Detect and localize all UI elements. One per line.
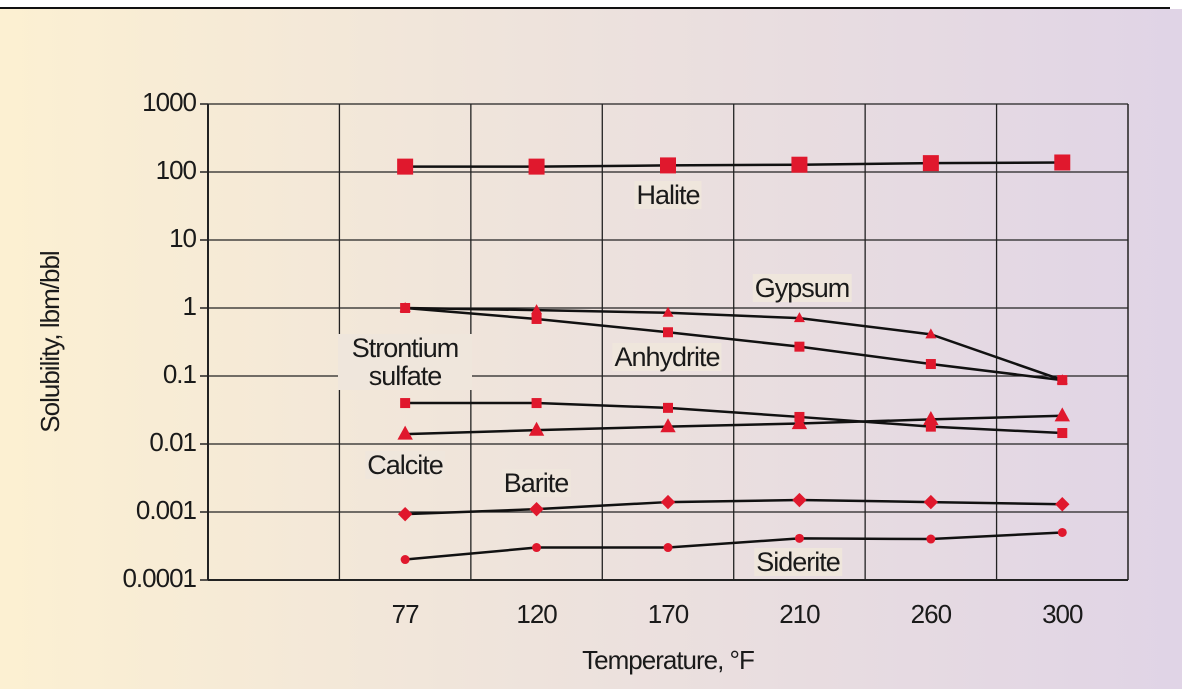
marker <box>923 494 939 510</box>
marker <box>793 312 805 323</box>
y-tick-label: 0.01 <box>149 427 196 457</box>
marker <box>791 156 808 173</box>
marker <box>660 494 676 510</box>
series-label: Siderite <box>754 547 842 577</box>
marker <box>1054 154 1071 171</box>
marker <box>1057 375 1068 386</box>
y-tick-label: 0.001 <box>136 495 197 525</box>
marker <box>400 303 411 313</box>
series-line <box>405 306 1063 382</box>
marker <box>397 425 413 440</box>
background <box>0 9 1182 689</box>
marker <box>529 501 544 517</box>
marker <box>794 533 804 543</box>
y-tick-label: 1 <box>183 291 197 321</box>
marker <box>531 313 542 324</box>
series-label: Halite <box>634 180 702 210</box>
series-label: Barite <box>501 468 571 498</box>
y-tick-label: 0.0001 <box>122 563 196 593</box>
x-tick-label: 210 <box>779 599 820 629</box>
series-label: Calcite <box>365 450 445 480</box>
series-label: Strontium sulfate <box>338 334 472 390</box>
series-label: Gypsum <box>752 273 852 303</box>
marker <box>923 411 939 426</box>
marker <box>660 418 676 433</box>
series-line <box>405 161 1063 168</box>
series-line <box>405 306 1063 382</box>
marker <box>531 304 543 315</box>
marker <box>1054 407 1070 422</box>
marker <box>528 421 545 436</box>
marker <box>663 543 673 553</box>
x-tick-label: 260 <box>911 599 952 629</box>
series-label: Anhydrite <box>612 342 722 372</box>
x-axis-title: Temperature, °F <box>582 645 754 675</box>
x-tick-label: 170 <box>648 599 689 629</box>
y-axis-title: Solubility, lbm/bbl <box>35 251 65 433</box>
marker <box>660 157 676 174</box>
marker <box>400 398 411 409</box>
marker <box>663 402 673 413</box>
marker <box>528 158 545 175</box>
x-tick-label: 120 <box>516 599 557 629</box>
x-tick-label: 77 <box>392 599 419 629</box>
marker <box>662 306 674 317</box>
y-tick-label: 10 <box>169 223 196 253</box>
marker <box>1057 527 1067 537</box>
series-line <box>405 498 1063 516</box>
marker <box>663 327 673 338</box>
y-tick-label: 0.1 <box>163 359 197 389</box>
marker <box>400 555 410 565</box>
marker <box>397 506 413 522</box>
marker <box>532 543 542 553</box>
series-line <box>405 414 1063 436</box>
series-line <box>405 531 1063 561</box>
marker <box>925 421 936 432</box>
series-line <box>405 401 1063 435</box>
marker <box>794 341 805 352</box>
marker <box>1055 497 1070 512</box>
marker <box>397 158 414 175</box>
marker <box>925 359 936 370</box>
y-tick-label: 100 <box>156 155 197 185</box>
marker <box>922 155 939 172</box>
x-tick-label: 300 <box>1042 599 1083 629</box>
marker <box>926 534 936 544</box>
marker <box>531 398 542 409</box>
marker <box>1057 428 1068 439</box>
marker <box>791 415 808 430</box>
top-rule <box>0 7 1170 9</box>
y-tick-label: 1000 <box>142 87 196 117</box>
marker <box>792 492 807 508</box>
marker <box>925 328 937 339</box>
